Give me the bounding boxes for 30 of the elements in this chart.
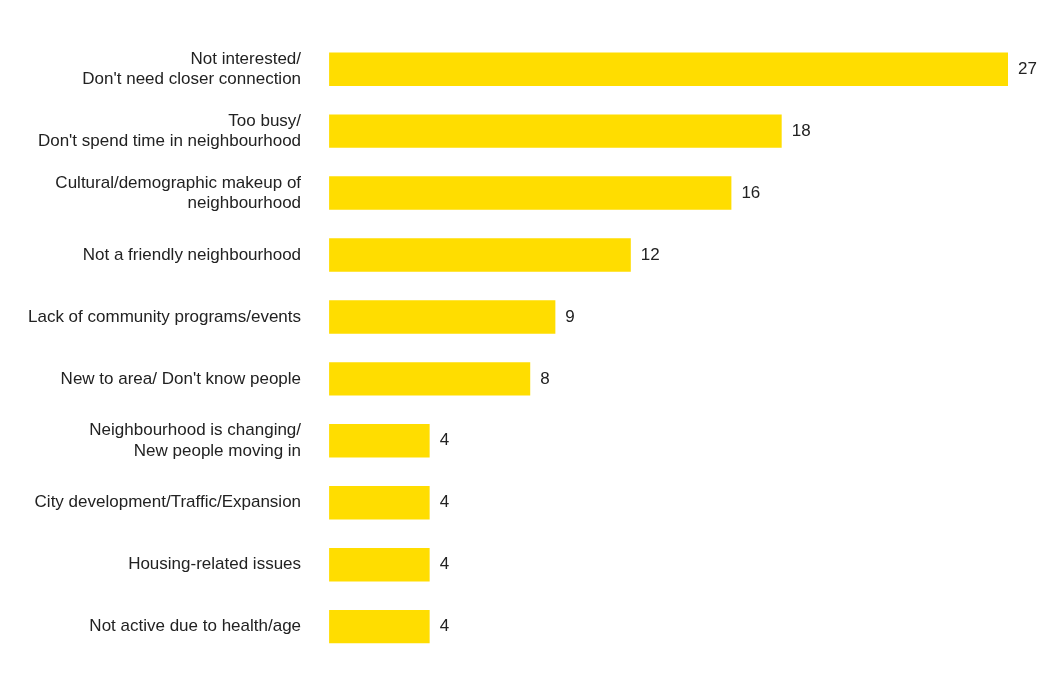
bar <box>329 114 782 148</box>
data-label: 12 <box>640 244 660 264</box>
y-tick-label: Too busy/ Don't spend time in neighbourhood <box>37 110 302 150</box>
bar <box>329 238 631 272</box>
bar <box>329 486 430 520</box>
y-tick-label: Lack of community programs/events <box>27 306 302 326</box>
bar <box>329 176 732 210</box>
data-label: 27 <box>1018 58 1037 78</box>
y-tick-label: Not interested/ Don't need closer connection <box>82 48 302 89</box>
bar <box>329 547 430 582</box>
y-tick-label: New to area/ Don't know people <box>60 368 302 388</box>
data-label: 18 <box>791 120 811 140</box>
data-label: 4 <box>439 554 450 574</box>
bar <box>329 300 556 334</box>
bar <box>329 362 531 396</box>
y-tick-label: Cultural/demographic makeup of neighbourhood <box>55 172 302 212</box>
bar <box>329 609 430 644</box>
y-tick-label: Not active due to health/age <box>89 616 302 636</box>
data-label: 16 <box>741 182 761 202</box>
data-label: 4 <box>439 430 450 450</box>
y-tick-label: Neighbourhood is changing/ New people moving in <box>89 420 302 460</box>
data-label: 9 <box>565 306 575 326</box>
y-tick-label: Not a friendly neighbourhood <box>82 244 302 264</box>
data-label: 4 <box>439 492 450 512</box>
data-label: 8 <box>540 368 550 388</box>
bar <box>329 52 1008 86</box>
y-tick-label: City development/Traffic/Expansion <box>34 492 302 512</box>
data-label: 4 <box>439 616 450 636</box>
y-tick-label: Housing-related issues <box>128 554 302 574</box>
bar <box>329 424 430 458</box>
